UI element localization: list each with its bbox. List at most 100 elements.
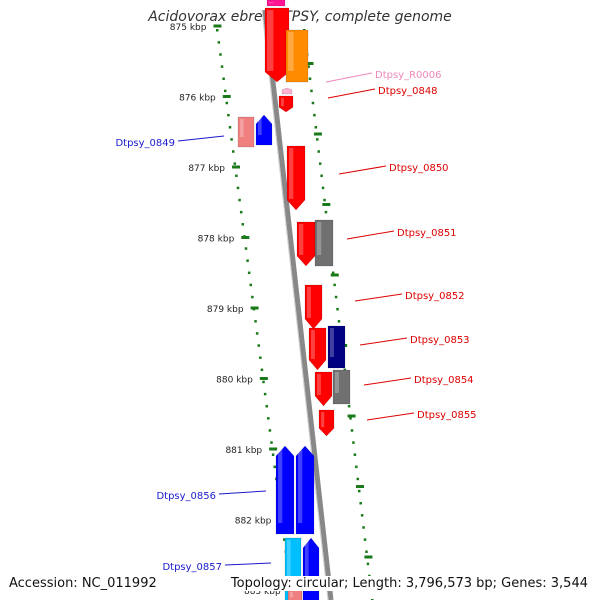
gene-rna-pink-gloss bbox=[284, 90, 286, 92]
right-dot-track bbox=[314, 126, 318, 129]
left-dot-track bbox=[271, 453, 275, 456]
gene-label-dtpsy-0856[interactable]: Dtpsy_0856 bbox=[156, 491, 216, 502]
gene-0851[interactable] bbox=[314, 219, 334, 267]
gene-0855-gloss bbox=[321, 412, 325, 428]
gene-0854a-shape bbox=[314, 371, 333, 407]
gene-label-dtpsy-0857[interactable]: Dtpsy_0857 bbox=[162, 562, 222, 573]
right-dot-track bbox=[347, 404, 351, 408]
left-dot-track bbox=[236, 186, 240, 190]
right-dot-track bbox=[353, 453, 357, 456]
gene-bottom-pink-gloss bbox=[290, 592, 293, 598]
gene-top-orange[interactable] bbox=[285, 29, 309, 83]
left-dot-track bbox=[257, 344, 260, 347]
gene-label-dtpsy-0849[interactable]: Dtpsy_0849 bbox=[115, 138, 175, 149]
gene-0852[interactable] bbox=[304, 284, 323, 330]
right-dot-track bbox=[324, 210, 328, 214]
right-dot-track bbox=[336, 307, 339, 311]
right-dot-track bbox=[362, 526, 365, 529]
scale-tick bbox=[250, 306, 259, 310]
gene-0849[interactable] bbox=[255, 114, 273, 146]
right-dot-track bbox=[360, 514, 364, 517]
left-dot-track bbox=[246, 259, 249, 262]
right-dot-track bbox=[323, 198, 326, 202]
gene-top-red[interactable] bbox=[264, 7, 290, 83]
gene-label-dtpsy-0852-leader bbox=[354, 293, 403, 302]
right-dot-track bbox=[365, 550, 368, 553]
kbp-tick-label: 876 kbp bbox=[179, 94, 216, 104]
left-dot-track bbox=[227, 113, 230, 117]
kbp-tick-label: 883 kbp bbox=[244, 587, 281, 597]
right-dot-track bbox=[313, 113, 316, 117]
right-dot-track bbox=[307, 65, 310, 68]
left-dot-track bbox=[270, 441, 273, 444]
left-dot-track bbox=[223, 89, 227, 93]
right-dot-track bbox=[350, 429, 354, 432]
gene-0850[interactable] bbox=[286, 145, 306, 211]
gene-label-dtpsy-0848[interactable]: Dtpsy_0848 bbox=[378, 86, 438, 97]
left-dot-track bbox=[228, 126, 232, 129]
gene-label-dtpsy-r0006[interactable]: Dtpsy_R0006 bbox=[375, 70, 442, 81]
kbp-tick-label: 877 kbp bbox=[188, 164, 225, 174]
gene-label-dtpsy-0848-leader bbox=[327, 88, 376, 99]
gene-0850-gloss bbox=[289, 148, 294, 199]
gene-0853a[interactable] bbox=[308, 327, 327, 371]
gene-0848[interactable] bbox=[278, 95, 294, 113]
scale-tick-right bbox=[313, 132, 322, 136]
gene-0848-shape bbox=[278, 95, 294, 113]
left-dot-track bbox=[273, 465, 276, 469]
gene-top-red-gloss bbox=[267, 10, 274, 71]
gene-rna-pink-shape bbox=[281, 87, 293, 95]
gene-0849-pink-gloss bbox=[240, 119, 244, 137]
gene-0854a[interactable] bbox=[314, 371, 333, 407]
gene-label-dtpsy-0854[interactable]: Dtpsy_0854 bbox=[414, 375, 474, 386]
gene-label-dtpsy-0851[interactable]: Dtpsy_0851 bbox=[397, 228, 457, 239]
genome-title: Acidovorax ebreus TPSY, complete genome bbox=[148, 9, 452, 25]
left-dot-track bbox=[249, 283, 253, 287]
gene-0849-shape bbox=[255, 114, 273, 146]
left-dot-track bbox=[268, 429, 272, 432]
right-dot-track bbox=[334, 295, 338, 299]
gene-label-dtpsy-0850[interactable]: Dtpsy_0850 bbox=[389, 163, 449, 174]
gene-0854-shape bbox=[332, 369, 351, 405]
left-dot-track bbox=[239, 210, 243, 214]
right-dot-track bbox=[349, 417, 352, 420]
gene-label-dtpsy-0851-leader bbox=[346, 230, 395, 240]
left-dot-track bbox=[251, 295, 254, 299]
gene-bottom-pink[interactable] bbox=[287, 589, 303, 600]
left-dot-track bbox=[238, 198, 241, 202]
right-dot-track bbox=[333, 283, 336, 287]
left-dot-track bbox=[259, 356, 262, 359]
right-dot-track bbox=[355, 465, 358, 469]
gene-label-dtpsy-0849-leader bbox=[177, 135, 225, 142]
gene-0856[interactable] bbox=[295, 445, 315, 535]
gene-0855[interactable] bbox=[318, 409, 335, 437]
gene-top-magenta[interactable] bbox=[266, 0, 286, 7]
gene-0851-gloss bbox=[317, 222, 322, 255]
right-dot-track bbox=[337, 320, 341, 323]
right-dot-track bbox=[311, 101, 315, 105]
kbp-tick-label: 878 kbp bbox=[198, 235, 235, 245]
scale-tick-right bbox=[364, 555, 373, 559]
left-dot-track bbox=[244, 247, 248, 250]
gene-label-dtpsy-0855[interactable]: Dtpsy_0855 bbox=[417, 410, 477, 421]
gene-0853[interactable] bbox=[327, 325, 346, 369]
right-dot-track bbox=[368, 574, 371, 578]
gene-0853-shape bbox=[327, 325, 346, 369]
gene-0849-pink[interactable] bbox=[237, 116, 255, 148]
right-dot-track bbox=[343, 368, 347, 372]
gene-top-orange-gloss bbox=[288, 32, 294, 71]
gene-rna-pink[interactable] bbox=[281, 87, 293, 95]
left-dot-track bbox=[217, 41, 221, 44]
left-dot-track bbox=[247, 271, 251, 275]
gene-0854[interactable] bbox=[332, 369, 351, 405]
gene-label-dtpsy-0853[interactable]: Dtpsy_0853 bbox=[410, 335, 470, 346]
gene-0852-shape bbox=[304, 284, 323, 330]
gene-0856a[interactable] bbox=[275, 445, 295, 535]
left-dot-track bbox=[254, 320, 257, 323]
gene-label-dtpsy-0852[interactable]: Dtpsy_0852 bbox=[405, 291, 465, 302]
kbp-tick-label: 875 kbp bbox=[170, 23, 207, 33]
gene-top-magenta-shape bbox=[266, 0, 286, 7]
gene-0851a[interactable] bbox=[296, 221, 316, 267]
